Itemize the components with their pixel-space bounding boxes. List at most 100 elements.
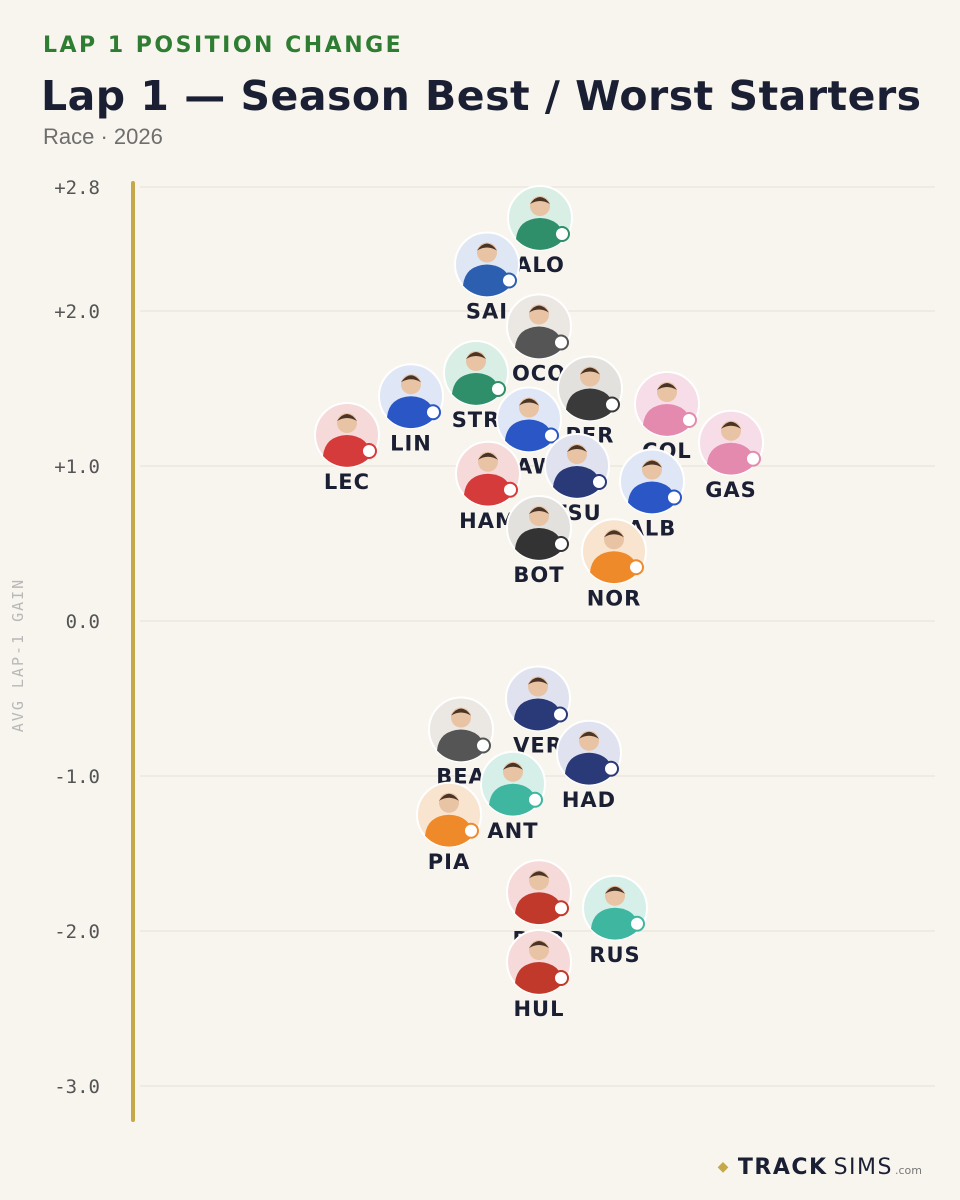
chart-subtitle: Race · 2026	[43, 124, 163, 149]
team-badge-icon	[543, 427, 559, 444]
driver-hair	[721, 421, 741, 429]
brand-diamond-icon: ◆	[717, 1159, 730, 1175]
driver-suit	[553, 466, 601, 498]
driver-suit	[591, 907, 639, 940]
driver-suit	[515, 528, 563, 560]
driver-hair	[466, 352, 486, 359]
driver-marker-gas: GAS	[698, 409, 764, 502]
team-badge-icon	[552, 706, 568, 723]
team-badge-icon	[681, 412, 697, 428]
driver-marker-pia: PIA	[416, 781, 482, 874]
driver-suit	[425, 814, 473, 847]
driver-hair	[657, 383, 677, 390]
team-badge-icon	[490, 381, 506, 397]
driver-suit	[464, 473, 512, 506]
brand-light: SIMS	[833, 1155, 893, 1180]
brand-domain: .com	[895, 1164, 922, 1177]
driver-suit	[515, 892, 563, 925]
y-tick-label: 0.0	[66, 611, 100, 633]
driver-hair	[530, 197, 550, 204]
driver-label: LIN	[390, 431, 432, 455]
team-badge-icon	[475, 737, 491, 754]
driver-suit	[437, 729, 485, 762]
driver-label: ALO	[515, 253, 565, 277]
y-tick-label: -3.0	[54, 1076, 100, 1098]
driver-hair	[529, 871, 549, 879]
team-badge-icon	[527, 791, 543, 808]
driver-suit	[590, 551, 638, 584]
driver-hair	[567, 445, 587, 452]
driver-hair	[451, 708, 471, 716]
driver-suit	[643, 404, 691, 436]
team-badge-icon	[666, 489, 682, 506]
driver-hair	[580, 367, 600, 375]
driver-hair	[529, 305, 549, 313]
driver-hair	[529, 941, 549, 948]
team-badge-icon	[745, 450, 761, 467]
driver-marker-had: HAD	[556, 719, 622, 812]
driver-label: NOR	[587, 586, 642, 610]
driver-label: HUL	[513, 997, 564, 1021]
driver-hair	[579, 731, 599, 739]
driver-hair	[604, 530, 624, 538]
team-badge-icon	[603, 760, 619, 777]
team-badge-icon	[554, 226, 570, 242]
driver-suit	[323, 435, 371, 467]
chart-title: Lap 1 — Season Best / Worst Starters	[41, 72, 922, 120]
driver-suit	[516, 218, 564, 250]
driver-suit	[489, 783, 537, 816]
driver-marker-bot: BOT	[506, 495, 572, 587]
y-tick-label: +2.0	[54, 301, 100, 323]
team-badge-icon	[553, 334, 569, 351]
driver-label: STR	[452, 408, 501, 432]
driver-suit	[515, 962, 563, 994]
driver-label: HAD	[562, 788, 616, 812]
driver-hair	[519, 398, 539, 406]
driver-hair	[528, 677, 548, 685]
driver-suit	[565, 752, 613, 785]
driver-marker-ant: ANT	[480, 750, 546, 843]
driver-label: GAS	[705, 478, 757, 502]
driver-label: LEC	[324, 470, 370, 494]
driver-label: ANT	[487, 819, 538, 843]
driver-marker-nor: NOR	[581, 518, 647, 610]
driver-marker-ham: HAM	[455, 440, 521, 533]
driver-marker-per: PER	[557, 355, 623, 448]
team-badge-icon	[553, 900, 569, 917]
team-badge-icon	[501, 272, 517, 289]
driver-label: SAI	[466, 300, 508, 324]
brand-bold: TRACK	[737, 1155, 828, 1180]
team-badge-icon	[502, 481, 518, 498]
driver-marker-lec: LEC	[314, 402, 380, 494]
driver-suit	[566, 388, 614, 421]
driver-hair	[478, 452, 498, 460]
driver-suit	[707, 442, 755, 475]
driver-marker-hul: HUL	[506, 929, 572, 1021]
driver-suit	[505, 419, 553, 452]
y-tick-label: -1.0	[54, 766, 100, 788]
driver-label: BOT	[513, 563, 564, 587]
driver-marker-alb: ALB	[619, 448, 685, 541]
chart-kicker: LAP 1 POSITION CHANGE	[43, 33, 404, 58]
driver-label: OCO	[512, 362, 566, 386]
driver-marker-ver: VER	[505, 665, 571, 758]
driver-marker-str: STR	[443, 340, 509, 432]
driver-suit	[515, 326, 563, 359]
driver-hair	[477, 243, 497, 251]
y-axis-label: AVG LAP-1 GAIN	[9, 578, 27, 732]
driver-hair	[605, 886, 625, 894]
driver-hair	[401, 375, 421, 383]
driver-marker-rus: RUS	[582, 874, 648, 967]
team-badge-icon	[553, 970, 569, 986]
team-badge-icon	[629, 915, 645, 932]
driver-marker-lin: LIN	[378, 363, 444, 455]
team-badge-icon	[591, 474, 607, 490]
brand-footer: ◆ TRACK SIMS .com	[718, 1155, 922, 1180]
team-badge-icon	[628, 559, 644, 576]
team-badge-icon	[425, 404, 441, 421]
driver-suit	[387, 396, 435, 429]
driver-suit	[514, 698, 562, 731]
driver-suit	[628, 481, 676, 514]
team-badge-icon	[463, 822, 479, 839]
driver-marker-oco: OCO	[506, 293, 572, 386]
